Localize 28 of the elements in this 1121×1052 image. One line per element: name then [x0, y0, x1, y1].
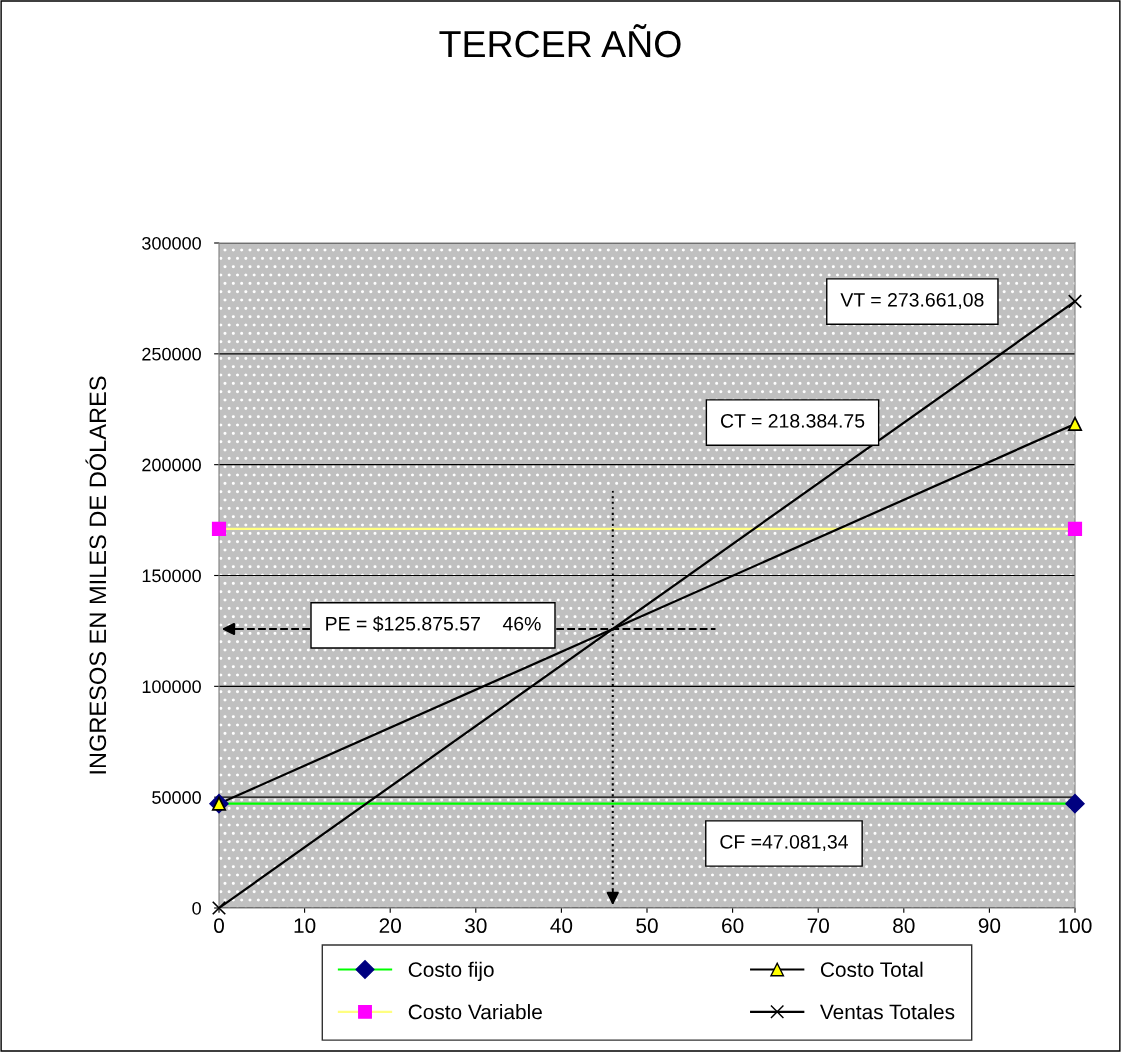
y-tick-label: 200000 — [142, 458, 201, 472]
legend-label: Ventas Totales — [819, 1004, 955, 1020]
annotation: CT = 218.384.75 — [720, 414, 865, 428]
y-axis-title: INGRESOS EN MILES DE DÓLARES — [85, 376, 107, 774]
y-tick-label: 150000 — [142, 569, 201, 583]
chart-title: TERCER AÑO — [439, 24, 681, 58]
y-tick-label: 300000 — [142, 236, 201, 250]
y-tick-label: 100000 — [142, 680, 201, 694]
y-tick-label: 0 — [192, 901, 201, 915]
legend-label: Costo fijo — [408, 961, 494, 982]
x-tick-label: 90 — [978, 918, 1001, 934]
annotation: CF =47.081,34 — [720, 834, 848, 852]
x-tick-label: 10 — [294, 918, 316, 934]
annotation: PE = $125.875.57 46% — [326, 616, 541, 632]
annotation: VT = 273.661,08 — [840, 292, 984, 310]
x-tick-label: 30 — [465, 918, 487, 934]
legend-label: Costo Total — [820, 961, 923, 977]
x-tick-label: 100 — [1059, 918, 1092, 934]
x-tick-label: 20 — [379, 918, 401, 934]
x-tick-label: 70 — [807, 918, 829, 934]
x-tick-label: 80 — [893, 918, 915, 934]
x-tick-label: 60 — [722, 918, 744, 934]
x-tick-label: 0 — [214, 918, 224, 934]
x-tick-label: 40 — [550, 918, 573, 934]
y-tick-label: 250000 — [142, 347, 201, 361]
legend-label: Costo Variable — [408, 1004, 542, 1020]
x-tick-label: 50 — [636, 918, 658, 934]
y-tick-label: 50000 — [152, 791, 201, 804]
